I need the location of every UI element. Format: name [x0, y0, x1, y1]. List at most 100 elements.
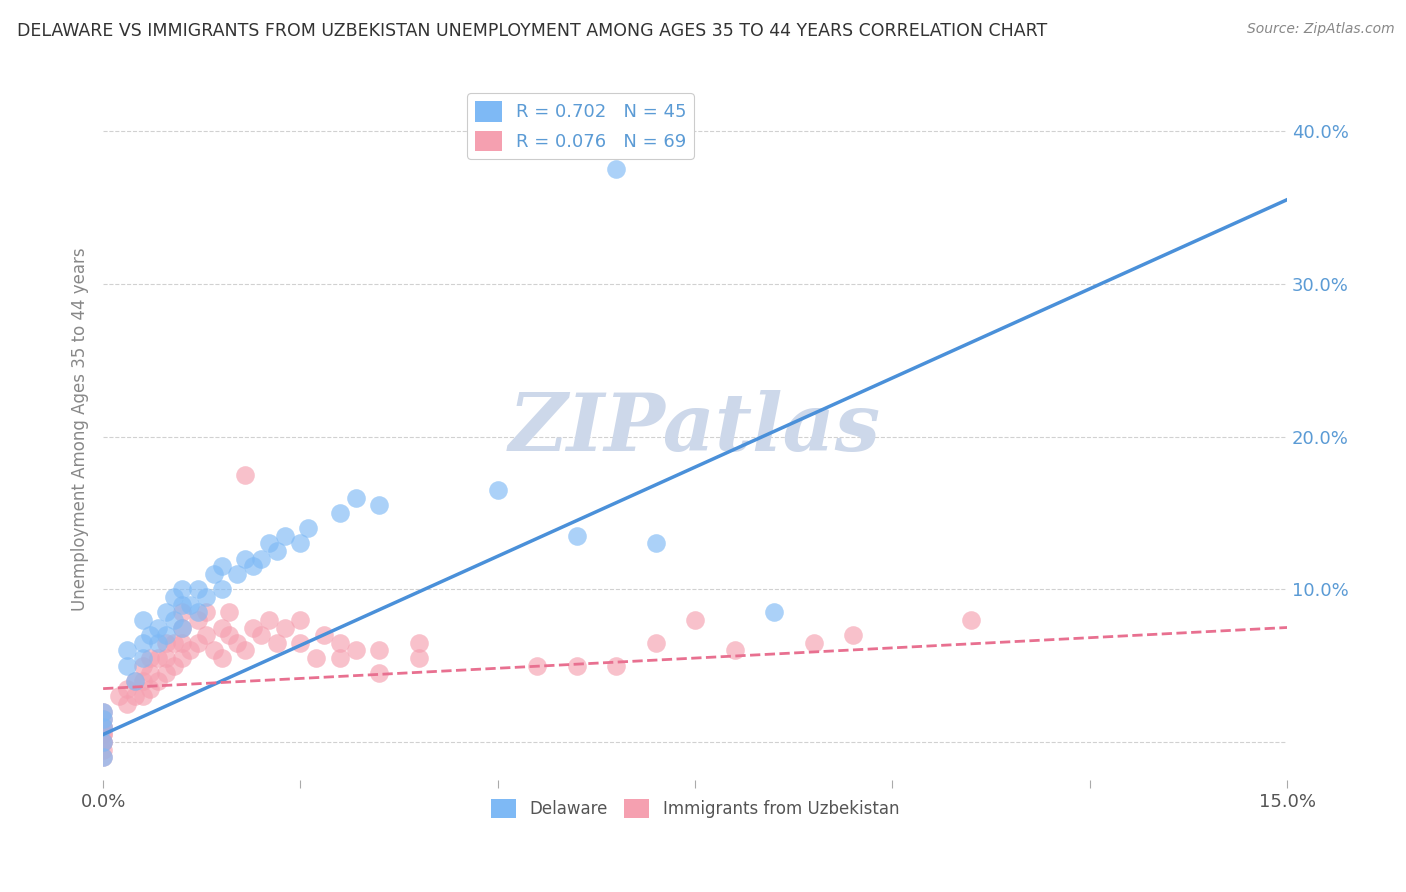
Point	[124, 690, 146, 704]
Point	[218, 628, 240, 642]
Point	[155, 666, 177, 681]
Point	[170, 636, 193, 650]
Point	[305, 651, 328, 665]
Point	[91, 727, 114, 741]
Point	[163, 590, 186, 604]
Point	[242, 620, 264, 634]
Point	[408, 651, 430, 665]
Point	[124, 673, 146, 688]
Point	[131, 636, 153, 650]
Point	[314, 628, 336, 642]
Point	[91, 720, 114, 734]
Point	[290, 536, 312, 550]
Point	[163, 636, 186, 650]
Point	[605, 162, 627, 177]
Point	[148, 651, 170, 665]
Point	[233, 467, 256, 482]
Point	[290, 636, 312, 650]
Point	[723, 643, 745, 657]
Point	[163, 658, 186, 673]
Point	[644, 636, 666, 650]
Point	[526, 658, 548, 673]
Point	[297, 521, 319, 535]
Point	[329, 636, 352, 650]
Point	[124, 673, 146, 688]
Point	[148, 673, 170, 688]
Point	[187, 582, 209, 597]
Legend: Delaware, Immigrants from Uzbekistan: Delaware, Immigrants from Uzbekistan	[484, 792, 905, 825]
Point	[115, 658, 138, 673]
Point	[257, 613, 280, 627]
Point	[91, 735, 114, 749]
Point	[187, 636, 209, 650]
Point	[683, 613, 706, 627]
Point	[91, 743, 114, 757]
Point	[170, 598, 193, 612]
Point	[763, 605, 786, 619]
Point	[408, 636, 430, 650]
Point	[194, 605, 217, 619]
Point	[803, 636, 825, 650]
Point	[233, 643, 256, 657]
Point	[368, 643, 391, 657]
Point	[187, 605, 209, 619]
Point	[179, 643, 201, 657]
Point	[115, 681, 138, 696]
Point	[91, 735, 114, 749]
Point	[273, 529, 295, 543]
Point	[155, 636, 177, 650]
Text: DELAWARE VS IMMIGRANTS FROM UZBEKISTAN UNEMPLOYMENT AMONG AGES 35 TO 44 YEARS CO: DELAWARE VS IMMIGRANTS FROM UZBEKISTAN U…	[17, 22, 1047, 40]
Point	[179, 598, 201, 612]
Point	[131, 651, 153, 665]
Point	[131, 613, 153, 627]
Point	[108, 690, 131, 704]
Point	[131, 658, 153, 673]
Point	[344, 491, 367, 505]
Y-axis label: Unemployment Among Ages 35 to 44 years: Unemployment Among Ages 35 to 44 years	[72, 247, 89, 611]
Point	[91, 705, 114, 719]
Point	[211, 582, 233, 597]
Text: Source: ZipAtlas.com: Source: ZipAtlas.com	[1247, 22, 1395, 37]
Point	[170, 620, 193, 634]
Point	[194, 590, 217, 604]
Point	[290, 613, 312, 627]
Point	[329, 651, 352, 665]
Point	[960, 613, 983, 627]
Point	[266, 636, 288, 650]
Point	[91, 720, 114, 734]
Point	[202, 567, 225, 582]
Point	[565, 658, 588, 673]
Point	[226, 636, 249, 650]
Point	[139, 628, 162, 642]
Point	[329, 506, 352, 520]
Point	[226, 567, 249, 582]
Point	[91, 750, 114, 764]
Point	[202, 643, 225, 657]
Point	[257, 536, 280, 550]
Point	[91, 712, 114, 726]
Point	[91, 712, 114, 726]
Point	[211, 559, 233, 574]
Point	[211, 620, 233, 634]
Point	[565, 529, 588, 543]
Point	[266, 544, 288, 558]
Point	[91, 750, 114, 764]
Point	[148, 636, 170, 650]
Point	[91, 720, 114, 734]
Point	[187, 613, 209, 627]
Point	[233, 551, 256, 566]
Point	[842, 628, 865, 642]
Point	[368, 666, 391, 681]
Point	[131, 673, 153, 688]
Point	[218, 605, 240, 619]
Point	[170, 620, 193, 634]
Point	[250, 628, 273, 642]
Point	[250, 551, 273, 566]
Point	[170, 605, 193, 619]
Point	[115, 643, 138, 657]
Point	[91, 705, 114, 719]
Point	[211, 651, 233, 665]
Point	[170, 582, 193, 597]
Point	[486, 483, 509, 497]
Point	[115, 697, 138, 711]
